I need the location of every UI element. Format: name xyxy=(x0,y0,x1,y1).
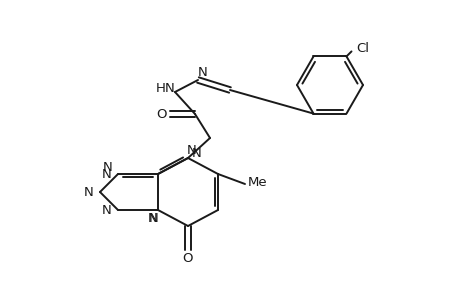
Text: N: N xyxy=(198,65,207,79)
Text: N: N xyxy=(165,82,174,94)
Text: N: N xyxy=(102,167,112,181)
Text: N: N xyxy=(192,146,202,160)
Text: Cl: Cl xyxy=(355,42,368,55)
Text: N: N xyxy=(148,212,157,224)
Text: Me: Me xyxy=(248,176,267,188)
Text: N: N xyxy=(84,185,94,199)
Text: N: N xyxy=(187,143,196,157)
Text: O: O xyxy=(157,107,167,121)
Text: N: N xyxy=(103,160,112,173)
Text: O: O xyxy=(182,251,193,265)
Text: H: H xyxy=(156,82,166,94)
Text: N: N xyxy=(149,212,158,224)
Text: N: N xyxy=(102,203,112,217)
